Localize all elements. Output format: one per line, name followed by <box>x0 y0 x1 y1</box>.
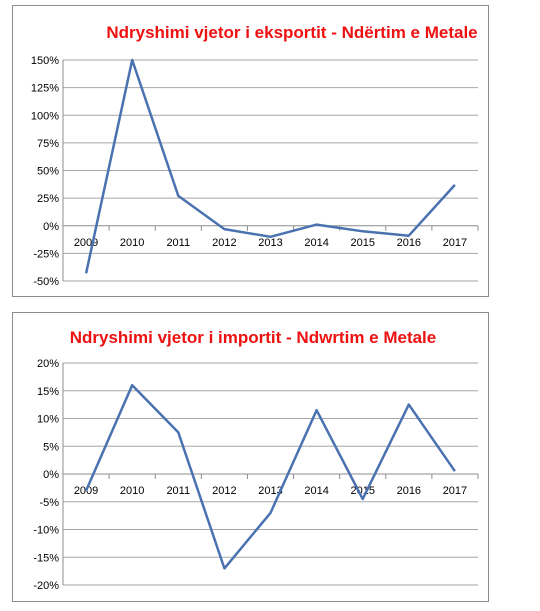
x-tick-label: 2017 <box>443 485 467 497</box>
x-tick-labels: 2009 2010 2011 2012 2013 2014 2015 2016 2017 <box>74 485 467 497</box>
y-tick-label: -25% <box>33 248 59 260</box>
y-tick-label: 15% <box>37 386 59 398</box>
x-tick-label: 2012 <box>212 237 236 249</box>
export-chart-svg: Ndryshimi vjetor i eksportit - Ndërtim e… <box>31 23 479 288</box>
x-tick-label: 2011 <box>166 485 190 497</box>
gridlines <box>62 59 479 282</box>
x-tick-label: 2014 <box>304 237 328 249</box>
x-tick-label: 2016 <box>397 237 421 249</box>
x-tick-label: 2013 <box>258 485 282 497</box>
y-tick-label: -10% <box>33 525 59 537</box>
y-tick-labels: 20% 15% 10% 5% 0% -5% -10% -15% -20% <box>33 358 59 592</box>
y-tick-label: -5% <box>39 497 59 509</box>
x-tick-label: 2017 <box>443 237 467 249</box>
x-tick-label: 2015 <box>350 485 374 497</box>
chart-title: Ndryshimi vjetor i eksportit - Ndërtim e… <box>106 23 477 42</box>
y-tick-label: -20% <box>33 580 59 592</box>
import-chart-svg: Ndryshimi vjetor i importit - Ndwrtim e … <box>33 328 479 592</box>
x-tick-label: 2016 <box>397 485 421 497</box>
y-tick-label: 20% <box>37 358 59 370</box>
y-tick-label: 50% <box>37 166 59 178</box>
x-tick-label: 2015 <box>350 237 374 249</box>
chart-title: Ndryshimi vjetor i importit - Ndwrtim e … <box>70 328 437 347</box>
y-tick-label: 5% <box>43 441 59 453</box>
import-chart: Ndryshimi vjetor i importit - Ndwrtim e … <box>12 312 489 602</box>
y-tick-label: 0% <box>43 469 59 481</box>
y-tick-label: -15% <box>33 552 59 564</box>
export-chart: Ndryshimi vjetor i eksportit - Ndërtim e… <box>12 5 489 297</box>
y-tick-label: 125% <box>31 83 59 95</box>
x-tick-label: 2010 <box>120 485 144 497</box>
y-tick-label: 25% <box>37 193 59 205</box>
y-tick-labels: 150% 125% 100% 75% 50% 25% 0% -25% -50% <box>31 55 59 288</box>
x-tick-labels: 2009 2010 2011 2012 2013 2014 2015 2016 2017 <box>74 237 467 249</box>
y-tick-label: 150% <box>31 55 59 67</box>
series-line <box>84 58 456 274</box>
y-tick-label: 10% <box>37 414 59 426</box>
x-tick-label: 2010 <box>120 237 144 249</box>
y-tick-label: 0% <box>43 221 59 233</box>
series-line-path <box>84 383 456 570</box>
x-tick-label: 2013 <box>258 237 282 249</box>
y-tick-label: 75% <box>37 138 59 150</box>
x-tick-label: 2011 <box>166 237 190 249</box>
x-tick-label: 2014 <box>304 485 328 497</box>
y-tick-label: 100% <box>31 110 59 122</box>
series-line <box>84 383 456 570</box>
x-tick-label: 2012 <box>212 485 236 497</box>
y-tick-label: -50% <box>33 276 59 288</box>
x-tick-label: 2009 <box>74 485 98 497</box>
gridlines <box>62 362 479 586</box>
